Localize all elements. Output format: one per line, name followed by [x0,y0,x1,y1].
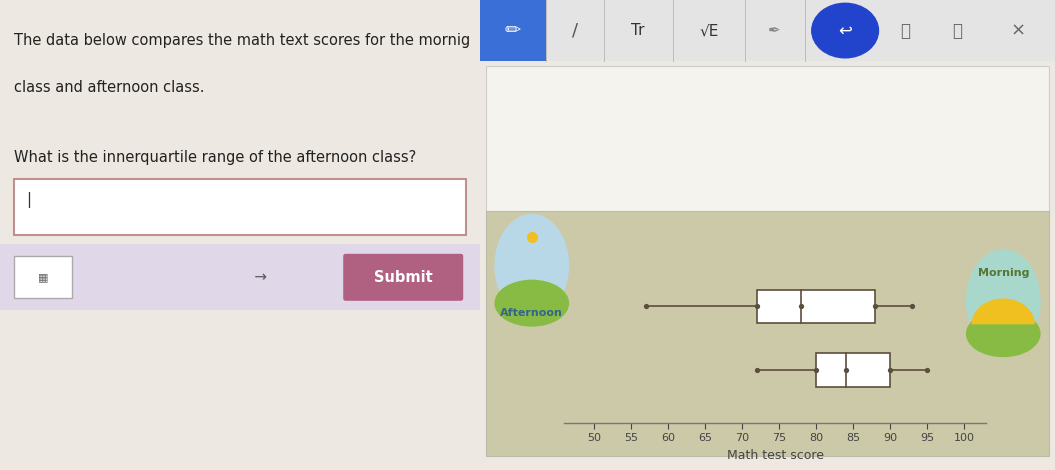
Bar [15,179,465,235]
Ellipse shape [495,214,569,317]
Ellipse shape [966,249,1040,352]
Text: ✏: ✏ [504,21,521,40]
Text: ▦: ▦ [38,272,49,282]
Text: Submit: Submit [373,270,433,285]
Text: Tr: Tr [631,23,645,38]
Text: ✒: ✒ [768,23,781,38]
Text: class and afternoon class.: class and afternoon class. [15,80,205,95]
Bar [480,0,546,61]
FancyBboxPatch shape [343,254,463,301]
Text: √E: √E [699,23,718,38]
Bar [480,0,1055,61]
Ellipse shape [966,310,1040,357]
Ellipse shape [495,280,569,327]
Text: What is the innerquartile range of the afternoon class?: What is the innerquartile range of the a… [15,150,417,165]
Text: ⌢: ⌢ [901,22,910,39]
Text: ×: × [1010,22,1025,39]
Text: Afternoon: Afternoon [500,308,563,318]
Text: ↗: ↗ [249,267,269,287]
Text: ↩: ↩ [838,22,852,39]
Bar [15,256,72,298]
Bar [0,244,480,310]
X-axis label: Math test score: Math test score [727,449,824,462]
Wedge shape [972,298,1035,324]
Text: The data below compares the math text scores for the mornig: The data below compares the math text sc… [15,33,471,48]
Text: ⌢: ⌢ [953,22,962,39]
Text: Morning: Morning [978,267,1029,278]
Text: /: / [572,22,578,39]
Text: |: | [26,192,32,208]
Bar [485,212,1050,456]
Bar [756,290,876,323]
Bar [485,66,1050,212]
Bar [817,353,890,387]
Circle shape [811,3,879,58]
